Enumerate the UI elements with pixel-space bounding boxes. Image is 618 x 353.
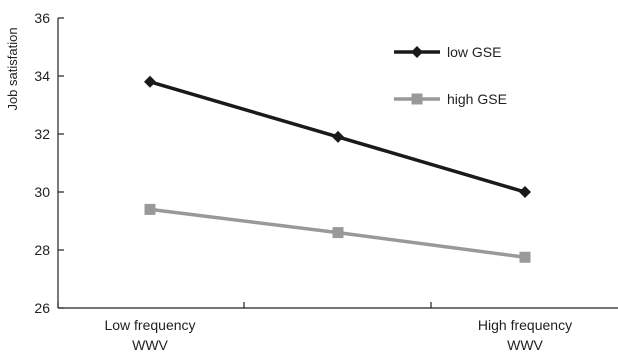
x-category-label: Low frequency bbox=[104, 317, 195, 333]
legend-label: high GSE bbox=[447, 91, 507, 107]
series-low-gse bbox=[144, 75, 531, 198]
y-tick-label: 30 bbox=[34, 184, 50, 200]
y-tick-label: 28 bbox=[34, 242, 50, 258]
data-point bbox=[332, 227, 344, 239]
x-ticks: Low frequency WWV High frequency WWV bbox=[57, 302, 572, 353]
axes bbox=[57, 18, 618, 309]
legend-marker bbox=[411, 93, 423, 105]
legend-marker bbox=[411, 46, 423, 58]
y-tick-label: 32 bbox=[34, 126, 50, 142]
legend-item: high GSE bbox=[394, 91, 507, 107]
legend: low GSE high GSE bbox=[394, 44, 507, 107]
legend-label: low GSE bbox=[447, 44, 501, 60]
data-point bbox=[332, 130, 344, 143]
data-point bbox=[519, 186, 531, 198]
series-high-gse bbox=[144, 203, 531, 263]
data-point bbox=[519, 251, 531, 263]
y-tick-label: 36 bbox=[34, 10, 50, 26]
y-ticks: 26 28 30 32 34 36 bbox=[34, 10, 64, 316]
x-category-label: High frequency bbox=[478, 317, 572, 333]
series-layer bbox=[144, 75, 531, 263]
y-axis-title: Job satisfation bbox=[5, 27, 20, 110]
x-category-label-line2: WWV bbox=[132, 337, 168, 353]
legend-item: low GSE bbox=[394, 44, 501, 60]
y-tick-label: 34 bbox=[34, 68, 50, 84]
y-tick-label: 26 bbox=[34, 300, 50, 316]
x-category-label-line2: WWV bbox=[507, 337, 543, 353]
data-point bbox=[144, 203, 156, 215]
data-point bbox=[144, 75, 156, 88]
